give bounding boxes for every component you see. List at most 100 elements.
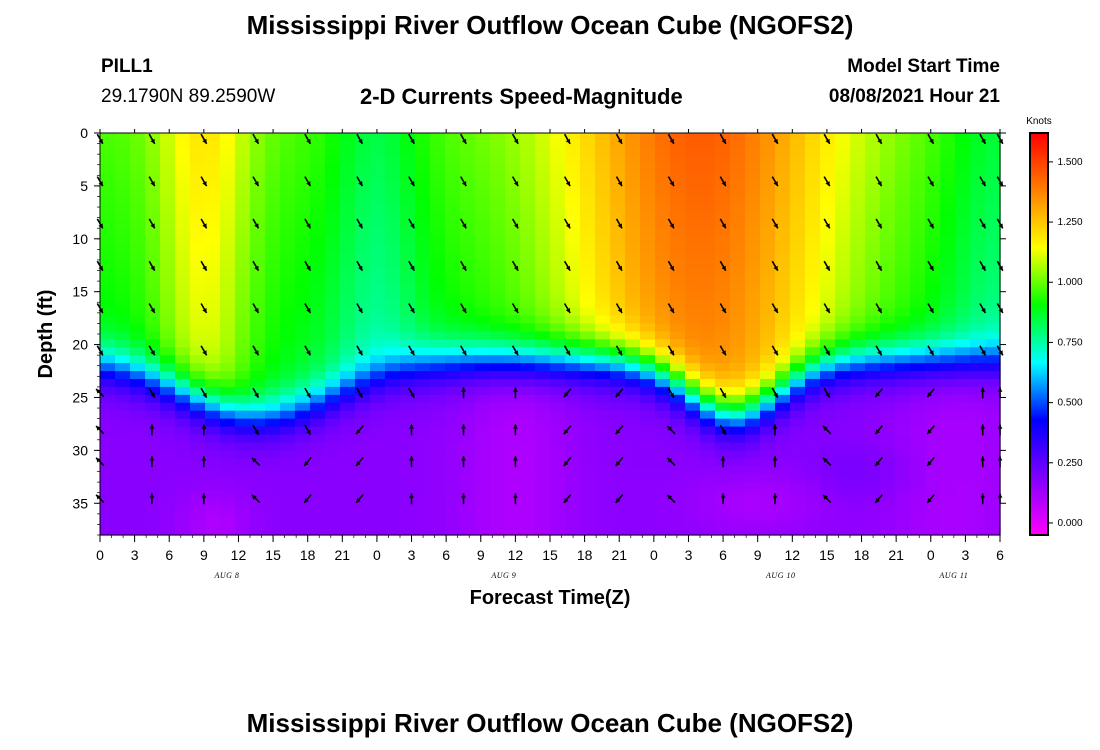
heatmap-cell xyxy=(280,180,296,190)
heatmap-cell xyxy=(880,133,896,142)
heatmap-cell xyxy=(370,133,386,142)
heatmap-cell xyxy=(175,228,191,237)
heatmap-cell xyxy=(910,466,926,475)
heatmap-cell xyxy=(535,148,551,158)
heatmap-cell xyxy=(445,196,461,205)
heatmap-cell xyxy=(655,275,671,285)
heatmap-cell xyxy=(370,410,386,420)
heatmap-cell xyxy=(295,172,311,182)
heatmap-cell xyxy=(895,315,911,325)
heatmap-cell xyxy=(925,482,941,491)
heatmap-cell xyxy=(130,267,146,277)
vector-head xyxy=(875,498,880,503)
heatmap-cell xyxy=(115,236,131,245)
heatmap-cell xyxy=(130,378,146,388)
current-vector xyxy=(822,494,832,504)
heatmap-cell xyxy=(775,307,791,317)
heatmap-cell xyxy=(655,513,671,523)
heatmap-cell xyxy=(205,164,221,174)
heatmap-cell xyxy=(490,339,506,348)
heatmap-cell xyxy=(535,442,551,451)
current-vector xyxy=(615,388,624,398)
heatmap-cell xyxy=(655,355,671,364)
heatmap-cell xyxy=(145,458,161,467)
heatmap-cell xyxy=(100,521,116,531)
heatmap-cell xyxy=(400,244,416,253)
heatmap-cell xyxy=(595,355,611,364)
heatmap-cell xyxy=(565,188,581,198)
heatmap-cell xyxy=(730,529,746,536)
heatmap-cell xyxy=(940,204,956,213)
heatmap-cell xyxy=(100,402,116,412)
heatmap-cell xyxy=(640,156,656,166)
heatmap-cell xyxy=(205,180,221,190)
heatmap-cell xyxy=(970,474,986,483)
heatmap-cell xyxy=(595,386,611,396)
heatmap-cell xyxy=(730,252,746,261)
heatmap-cell xyxy=(205,140,221,150)
heatmap-cell xyxy=(640,490,656,499)
vector-head xyxy=(563,429,569,435)
heatmap-cell xyxy=(685,291,701,301)
heatmap-cell xyxy=(565,505,581,515)
heatmap-cell xyxy=(610,394,626,404)
heatmap-cell xyxy=(655,378,671,388)
heatmap-cell xyxy=(385,347,401,356)
heatmap-cell xyxy=(280,291,296,301)
heatmap-cell xyxy=(790,299,806,309)
heatmap-cell xyxy=(970,188,986,198)
heatmap-cell xyxy=(520,220,536,229)
heatmap-cell xyxy=(340,426,356,436)
heatmap-cell xyxy=(340,378,356,388)
heatmap-cell xyxy=(235,204,251,213)
heatmap-cell xyxy=(940,426,956,436)
heatmap-cell xyxy=(910,371,926,380)
heatmap-cell xyxy=(145,188,161,198)
heatmap-cell xyxy=(100,252,116,261)
heatmap-cell xyxy=(490,220,506,229)
heatmap-cell xyxy=(850,490,866,499)
heatmap-cell xyxy=(805,133,821,142)
heatmap-cell xyxy=(130,307,146,317)
heatmap-cell xyxy=(100,140,116,150)
heatmap-cell xyxy=(190,252,206,261)
heatmap-cell xyxy=(805,172,821,182)
heatmap-cell xyxy=(805,339,821,348)
heatmap-cell xyxy=(730,244,746,253)
heatmap-cell xyxy=(925,196,941,205)
heatmap-cell xyxy=(895,299,911,309)
heatmap-cell xyxy=(730,267,746,277)
heatmap-cell xyxy=(985,307,1001,317)
heatmap-cell xyxy=(100,315,116,325)
heatmap-cell xyxy=(430,172,446,182)
heatmap-cell xyxy=(415,244,431,253)
heatmap-cell xyxy=(835,355,851,364)
heatmap-cell xyxy=(835,275,851,285)
heatmap-cell xyxy=(385,394,401,404)
heatmap-cell xyxy=(175,133,191,142)
heatmap-cell xyxy=(910,418,926,428)
heatmap-cell xyxy=(595,529,611,536)
heatmap-cell xyxy=(985,275,1001,285)
heatmap-cell xyxy=(775,371,791,380)
heatmap-cell xyxy=(715,275,731,285)
heatmap-cell xyxy=(280,363,296,372)
heatmap-cell xyxy=(895,418,911,428)
heatmap-cell xyxy=(760,275,776,285)
heatmap-cell xyxy=(820,474,836,483)
heatmap-cell xyxy=(460,244,476,253)
heatmap-cell xyxy=(850,283,866,293)
heatmap-cell xyxy=(295,180,311,190)
heatmap-cell xyxy=(670,410,686,420)
heatmap-cell xyxy=(880,244,896,253)
heatmap-cell xyxy=(430,371,446,380)
heatmap-cell xyxy=(490,529,506,536)
heatmap-cell xyxy=(565,402,581,412)
heatmap-cell xyxy=(190,164,206,174)
heatmap-cell xyxy=(295,252,311,261)
heatmap-cell xyxy=(415,188,431,198)
current-vector xyxy=(408,133,415,145)
heatmap-cell xyxy=(100,291,116,301)
heatmap-cell xyxy=(625,259,641,269)
heatmap-cell xyxy=(400,307,416,317)
